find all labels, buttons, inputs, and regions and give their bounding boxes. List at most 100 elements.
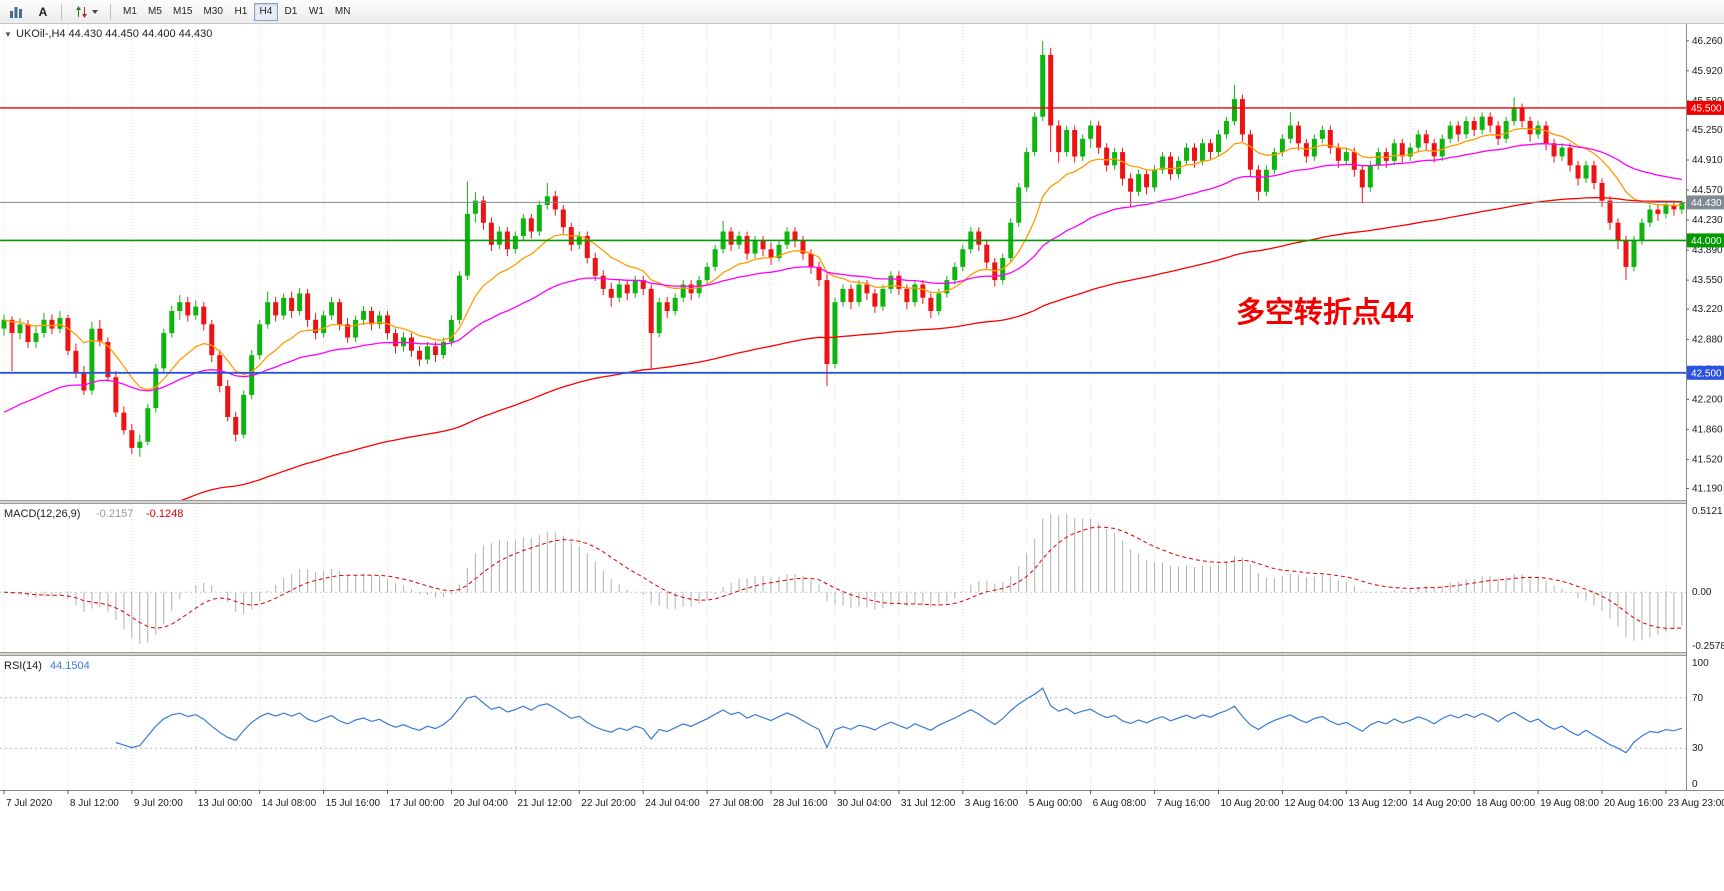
candle	[1215, 130, 1221, 157]
price-badge-44.430: 44.430	[1687, 195, 1724, 210]
text-tool-button[interactable]: A	[30, 2, 56, 22]
candle	[129, 424, 135, 455]
candle	[960, 244, 966, 272]
time-axis-label: 7 Jul 2020	[6, 798, 53, 809]
candle	[1231, 84, 1237, 126]
rsi-scale-label: 100	[1692, 658, 1709, 669]
rsi-scale-label: 0	[1692, 779, 1698, 790]
time-axis-label: 3 Aug 16:00	[965, 798, 1019, 809]
candle	[1495, 121, 1501, 145]
time-axis-label: 13 Aug 12:00	[1348, 798, 1407, 809]
chart-area[interactable]: 46.26045.92045.58045.25044.91044.57044.2…	[0, 24, 1724, 891]
candle	[1519, 103, 1525, 128]
candle	[1287, 112, 1293, 144]
candle	[1271, 147, 1277, 175]
timeframe-button-m30[interactable]: M30	[198, 3, 227, 21]
candle	[1072, 125, 1078, 163]
candle	[640, 275, 646, 296]
candle	[1663, 200, 1669, 219]
candle	[185, 296, 191, 322]
macd-scale-label: -0.2578	[1692, 641, 1724, 652]
candle	[1623, 235, 1629, 281]
timeframe-button-m5[interactable]: M5	[143, 3, 167, 21]
candle	[49, 314, 55, 334]
candle	[1567, 143, 1573, 172]
candle	[265, 291, 271, 329]
timeframe-button-d1[interactable]: D1	[279, 3, 303, 21]
candle	[1631, 235, 1637, 272]
candle	[241, 390, 247, 439]
candle	[1423, 130, 1429, 151]
price-tick-label: 41.860	[1692, 424, 1723, 435]
candle	[1080, 134, 1086, 161]
chevron-down-icon	[91, 9, 98, 14]
candle	[656, 297, 662, 338]
candle	[704, 262, 710, 285]
candle	[456, 271, 462, 325]
candle	[89, 321, 95, 395]
candle	[345, 318, 351, 343]
candle	[1351, 147, 1357, 177]
time-axis-label: 19 Aug 08:00	[1540, 798, 1599, 809]
candle	[648, 284, 654, 369]
timeframe-button-w1[interactable]: W1	[304, 3, 329, 21]
svg-text:42.500: 42.500	[1691, 368, 1722, 379]
cycle-lines-tool-button[interactable]	[67, 2, 105, 22]
candle	[1247, 130, 1253, 177]
candle	[1016, 183, 1022, 228]
candle	[528, 213, 534, 239]
price-tick-label: 42.880	[1692, 334, 1723, 345]
candle	[1439, 134, 1445, 161]
bar-chart-icon-button[interactable]	[3, 2, 29, 22]
candle	[273, 296, 279, 322]
candle	[1415, 130, 1421, 153]
candle	[840, 284, 846, 307]
macd-indicator-label: MACD(12,26,9)	[4, 508, 80, 520]
candle	[1128, 173, 1134, 207]
time-axis-label: 30 Jul 04:00	[837, 798, 892, 809]
timeframe-button-mn[interactable]: MN	[330, 3, 356, 21]
candle	[1088, 121, 1094, 148]
panel-splitter[interactable]	[0, 500, 1724, 504]
timeframe-button-m15[interactable]: M15	[168, 3, 197, 21]
timeframe-button-h1[interactable]: H1	[229, 3, 253, 21]
candle	[161, 328, 167, 373]
candle	[81, 365, 87, 395]
candle	[33, 326, 39, 349]
candle	[1263, 165, 1269, 197]
up-down-arrows-icon	[75, 5, 87, 18]
candle	[944, 275, 950, 298]
candle	[792, 227, 798, 248]
time-axis-label: 10 Aug 20:00	[1220, 798, 1279, 809]
time-axis-label: 28 Jul 16:00	[773, 798, 828, 809]
candle	[1032, 112, 1038, 157]
candle	[440, 337, 446, 359]
toolbar-separator	[61, 3, 62, 20]
candle	[688, 280, 694, 301]
price-tick-label: 43.550	[1692, 275, 1723, 286]
chart-collapse-icon[interactable]: ▼	[4, 30, 12, 39]
rsi-line	[115, 687, 1683, 754]
candle	[896, 271, 902, 296]
candle	[289, 291, 295, 319]
candle	[928, 293, 934, 319]
timeframe-button-m1[interactable]: M1	[118, 3, 142, 21]
time-axis-label: 23 Aug 23:00	[1668, 798, 1724, 809]
candle	[1575, 160, 1581, 186]
candle	[1671, 200, 1677, 216]
candle	[1144, 169, 1150, 195]
candle	[113, 371, 119, 417]
chart-annotation[interactable]: 多空转折点44	[1236, 295, 1413, 329]
bar-chart-icon	[10, 6, 22, 18]
candle	[1607, 196, 1613, 230]
candle	[408, 333, 414, 357]
time-axis-label: 24 Jul 04:00	[645, 798, 700, 809]
candle	[856, 280, 862, 307]
candle	[9, 316, 15, 372]
price-tick-label: 46.260	[1692, 36, 1723, 47]
panel-splitter[interactable]	[0, 652, 1724, 656]
timeframe-button-h4[interactable]: H4	[253, 2, 278, 21]
candle	[1375, 147, 1381, 170]
macd-main-value: -0.2157	[96, 508, 133, 520]
